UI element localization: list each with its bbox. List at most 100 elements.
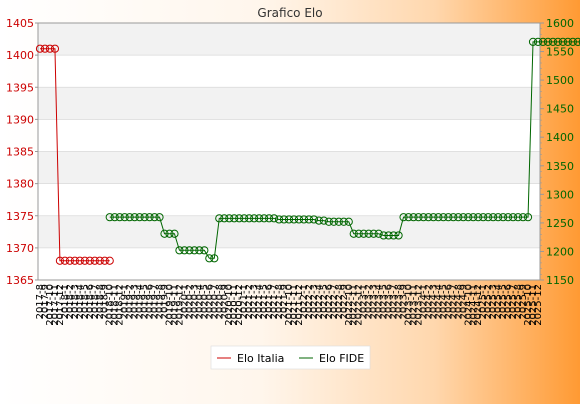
data-point-elo-fide[interactable]: [558, 37, 568, 46]
data-point-elo-fide[interactable]: [334, 217, 343, 226]
data-point-elo-italia[interactable]: [100, 256, 109, 265]
data-point-elo-fide[interactable]: [543, 37, 553, 46]
data-point-elo-fide[interactable]: [374, 229, 383, 238]
data-point-elo-fide[interactable]: [489, 213, 498, 222]
data-point-elo-fide[interactable]: [150, 213, 159, 222]
data-point-elo-fide[interactable]: [235, 214, 244, 223]
data-point-elo-fide[interactable]: [484, 213, 493, 222]
data-point-elo-fide[interactable]: [165, 229, 174, 238]
data-point-elo-fide[interactable]: [180, 246, 189, 255]
data-point-elo-fide[interactable]: [314, 216, 323, 225]
data-point-elo-fide[interactable]: [324, 217, 333, 226]
data-point-elo-fide[interactable]: [309, 215, 318, 224]
data-point-elo-fide[interactable]: [125, 213, 134, 222]
data-point-elo-fide[interactable]: [260, 214, 269, 223]
data-point-elo-fide[interactable]: [304, 215, 314, 224]
data-point-elo-fide[interactable]: [185, 246, 194, 255]
data-point-elo-fide[interactable]: [568, 37, 577, 46]
data-point-elo-fide[interactable]: [175, 246, 184, 255]
data-point-elo-fide[interactable]: [264, 214, 274, 223]
data-point-elo-fide[interactable]: [518, 213, 528, 222]
data-point-elo-fide[interactable]: [210, 254, 219, 263]
data-point-elo-fide[interactable]: [454, 213, 463, 222]
data-point-elo-fide[interactable]: [299, 215, 309, 224]
data-point-elo-fide[interactable]: [523, 213, 533, 222]
data-point-elo-fide[interactable]: [220, 214, 229, 223]
data-point-elo-fide[interactable]: [499, 213, 508, 222]
data-point-elo-fide[interactable]: [414, 213, 423, 222]
data-point-elo-fide[interactable]: [279, 215, 289, 224]
data-point-elo-fide[interactable]: [359, 229, 368, 238]
data-point-elo-fide[interactable]: [578, 38, 580, 45]
data-point-elo-fide[interactable]: [419, 213, 428, 222]
data-point-elo-italia[interactable]: [55, 256, 65, 265]
data-point-elo-fide[interactable]: [389, 231, 398, 240]
data-point-elo-fide[interactable]: [170, 229, 179, 238]
data-point-elo-fide[interactable]: [469, 213, 478, 222]
data-point-elo-fide[interactable]: [434, 213, 443, 222]
data-point-elo-fide[interactable]: [474, 213, 483, 222]
data-point-elo-italia[interactable]: [95, 256, 104, 265]
data-point-elo-fide[interactable]: [339, 217, 348, 226]
data-point-elo-fide[interactable]: [399, 213, 408, 222]
data-point-elo-fide[interactable]: [250, 214, 259, 223]
data-point-elo-fide[interactable]: [429, 213, 438, 222]
data-point-elo-fide[interactable]: [284, 215, 294, 224]
data-point-elo-fide[interactable]: [573, 37, 580, 46]
data-point-elo-italia[interactable]: [90, 256, 99, 265]
data-point-elo-fide[interactable]: [538, 37, 548, 46]
data-point-elo-fide[interactable]: [240, 214, 249, 223]
data-point-elo-fide[interactable]: [120, 213, 129, 222]
data-point-elo-fide[interactable]: [245, 214, 254, 223]
data-point-elo-italia[interactable]: [50, 44, 60, 53]
data-point-elo-fide[interactable]: [533, 37, 543, 46]
data-point-elo-fide[interactable]: [190, 246, 199, 255]
data-point-elo-fide[interactable]: [289, 215, 299, 224]
data-point-elo-fide[interactable]: [354, 229, 363, 238]
data-point-elo-fide[interactable]: [135, 213, 144, 222]
data-point-elo-fide[interactable]: [409, 213, 418, 222]
data-point-elo-fide[interactable]: [274, 215, 284, 224]
data-point-elo-fide[interactable]: [225, 214, 234, 223]
data-point-elo-fide[interactable]: [424, 213, 433, 222]
data-point-elo-fide[interactable]: [344, 217, 353, 226]
data-point-elo-italia[interactable]: [40, 44, 50, 53]
data-point-elo-fide[interactable]: [155, 213, 164, 222]
data-point-elo-fide[interactable]: [528, 37, 538, 46]
data-point-elo-italia[interactable]: [60, 256, 70, 265]
data-point-elo-fide[interactable]: [105, 213, 114, 222]
data-point-elo-fide[interactable]: [513, 213, 523, 222]
data-point-elo-fide[interactable]: [459, 213, 468, 222]
data-point-elo-fide[interactable]: [464, 213, 473, 222]
data-point-elo-fide[interactable]: [319, 216, 328, 225]
data-point-elo-fide[interactable]: [394, 231, 403, 240]
data-point-elo-fide[interactable]: [563, 37, 572, 46]
data-point-elo-fide[interactable]: [329, 217, 338, 226]
data-point-elo-fide[interactable]: [379, 231, 388, 240]
data-point-elo-fide[interactable]: [200, 246, 209, 255]
data-point-elo-italia[interactable]: [75, 256, 84, 265]
data-point-elo-fide[interactable]: [115, 213, 124, 222]
legend-item-elo-fide[interactable]: Elo FIDE: [299, 352, 364, 365]
data-point-elo-fide[interactable]: [504, 213, 513, 222]
data-point-elo-fide[interactable]: [215, 214, 224, 223]
data-point-elo-italia[interactable]: [35, 44, 45, 53]
data-point-elo-fide[interactable]: [110, 213, 119, 222]
data-point-elo-fide[interactable]: [160, 229, 169, 238]
data-point-elo-fide[interactable]: [404, 213, 413, 222]
data-point-elo-fide[interactable]: [553, 37, 563, 46]
data-point-elo-fide[interactable]: [269, 214, 279, 223]
data-point-elo-fide[interactable]: [349, 229, 358, 238]
data-point-elo-italia[interactable]: [105, 256, 114, 265]
data-point-elo-fide[interactable]: [439, 213, 448, 222]
legend-item-elo-italia[interactable]: Elo Italia: [217, 352, 284, 365]
data-point-elo-fide[interactable]: [384, 231, 393, 240]
data-point-elo-fide[interactable]: [255, 214, 264, 223]
data-point-elo-italia[interactable]: [45, 44, 55, 53]
data-point-elo-fide[interactable]: [145, 213, 154, 222]
data-point-elo-fide[interactable]: [195, 246, 204, 255]
data-point-elo-fide[interactable]: [140, 213, 149, 222]
data-point-elo-fide[interactable]: [494, 213, 503, 222]
data-point-elo-italia[interactable]: [65, 256, 74, 265]
data-point-elo-fide[interactable]: [479, 213, 488, 222]
